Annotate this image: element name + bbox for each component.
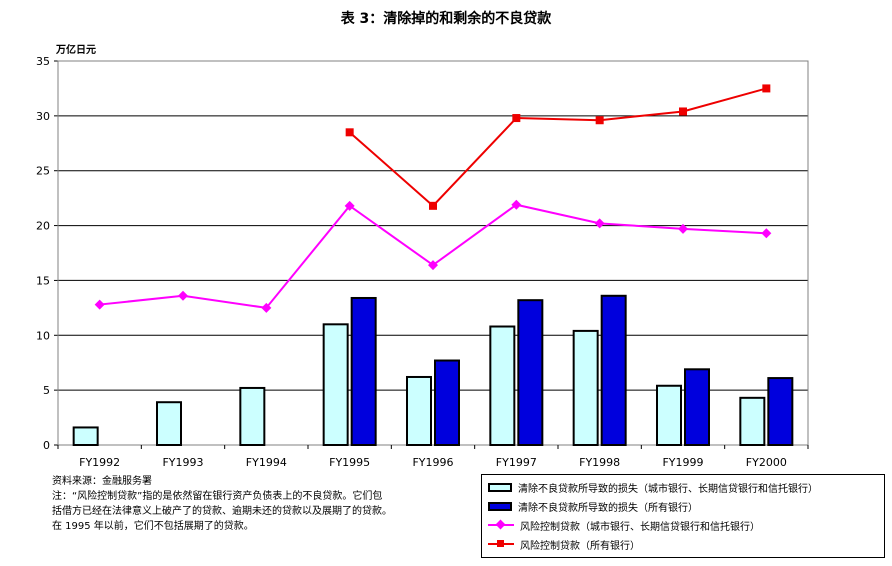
bar-cleared-city-banks (239, 386, 266, 447)
bar-cleared-all-banks (767, 377, 794, 446)
bar-cleared-city-banks (656, 384, 682, 446)
x-tick-label: FY1999 (662, 456, 703, 469)
point-risk-all-banks (512, 114, 521, 123)
point-risk-all-banks (679, 107, 687, 116)
x-tick-label: FY2000 (746, 456, 787, 469)
bar-cleared-city-banks (156, 401, 182, 446)
x-tick-label: FY1994 (246, 456, 287, 469)
plot-area (58, 61, 808, 445)
note-line-1: 注：“风险控制贷款”指的是依然留在银行资产负债表上的不良贷款。它们包 (52, 491, 383, 502)
bar-cleared-all-banks (350, 296, 377, 446)
bar-cleared-city-banks (72, 426, 99, 446)
bar-cleared-city-banks (322, 323, 349, 447)
point-risk-all-banks (762, 84, 771, 93)
y-tick-label: 0 (43, 439, 50, 452)
y-axis-unit-label: 万亿日元 (56, 45, 96, 56)
legend-item-risk-all-banks: 风险控制贷款（所有银行） (488, 536, 640, 552)
point-risk-city-banks (511, 199, 522, 210)
point-risk-city-banks (178, 290, 188, 301)
x-tick-label: FY1995 (329, 456, 370, 469)
point-risk-all-banks (595, 116, 604, 125)
legend-swatch-light-bar (488, 482, 512, 492)
note-line-2: 括借方已经在法律意义上破产了的贷款、逾期未还的贷款以及展期了的贷款。 (52, 506, 392, 517)
source-note: 资料来源：金融服务署 (52, 476, 152, 487)
point-risk-city-banks (261, 302, 272, 313)
y-tick-label: 5 (43, 384, 50, 397)
point-risk-city-banks (761, 228, 772, 239)
bar-cleared-city-banks (406, 375, 432, 446)
bar-cleared-city-banks (739, 396, 766, 446)
y-tick-label: 30 (36, 110, 50, 123)
bar-cleared-all-banks (517, 299, 544, 447)
y-tick-label: 15 (36, 274, 50, 287)
bar-cleared-all-banks (600, 294, 627, 446)
y-tick-label: 35 (36, 55, 50, 68)
x-tick-label: FY1997 (496, 456, 537, 469)
legend-item-risk-city-banks: 风险控制贷款（城市银行、长期信贷银行和信托银行） (488, 517, 760, 533)
legend-swatch-dark-bar (488, 501, 512, 511)
x-tick-label: FY1996 (412, 456, 453, 469)
legend-swatch-magenta-line (488, 519, 514, 530)
legend-label: 风险控制贷款（所有银行） (520, 540, 640, 552)
legend-label: 清除不良贷款所导致的损失（所有银行） (518, 502, 698, 514)
point-risk-city-banks (94, 299, 105, 310)
bar-cleared-all-banks (684, 368, 710, 447)
x-tick-label: FY1993 (162, 456, 203, 469)
legend-item-cleared-all-banks: 清除不良贷款所导致的损失（所有银行） (488, 498, 698, 514)
point-risk-all-banks (429, 201, 437, 210)
legend-item-cleared-city-banks: 清除不良贷款所导致的损失（城市银行、长期信贷银行和信托银行） (488, 479, 818, 495)
note-line-3: 在 1995 年以前，它们不包括展期了的贷款。 (52, 521, 254, 532)
point-risk-all-banks (345, 128, 354, 137)
y-tick-label: 20 (36, 220, 50, 233)
legend-label: 清除不良贷款所导致的损失（城市银行、长期信贷银行和信托银行） (518, 483, 818, 495)
point-risk-city-banks (344, 200, 355, 211)
legend-swatch-red-line (488, 539, 514, 549)
bar-cleared-all-banks (434, 359, 460, 446)
bar-cleared-city-banks (489, 325, 516, 447)
y-tick-label: 25 (36, 165, 50, 178)
line-risk-all-banks (349, 87, 767, 208)
y-tick-label: 10 (36, 329, 50, 342)
plot-border (57, 60, 809, 446)
chart-legend: 清除不良贷款所导致的损失（城市银行、长期信贷银行和信托银行） 清除不良贷款所导致… (481, 474, 885, 558)
chart-title: 表 3：清除掉的和剩余的不良贷款 (340, 11, 552, 27)
bar-cleared-city-banks (572, 329, 599, 447)
x-tick-label: FY1992 (79, 456, 120, 469)
point-risk-city-banks (678, 223, 688, 234)
x-tick-label: FY1998 (579, 456, 620, 469)
legend-label: 风险控制贷款（城市银行、长期信贷银行和信托银行） (520, 521, 760, 533)
point-risk-city-banks (428, 260, 438, 271)
point-risk-city-banks (594, 218, 605, 229)
chart-notes: 资料来源：金融服务署 注：“风险控制贷款”指的是依然留在银行资产负债表上的不良贷… (52, 474, 472, 534)
